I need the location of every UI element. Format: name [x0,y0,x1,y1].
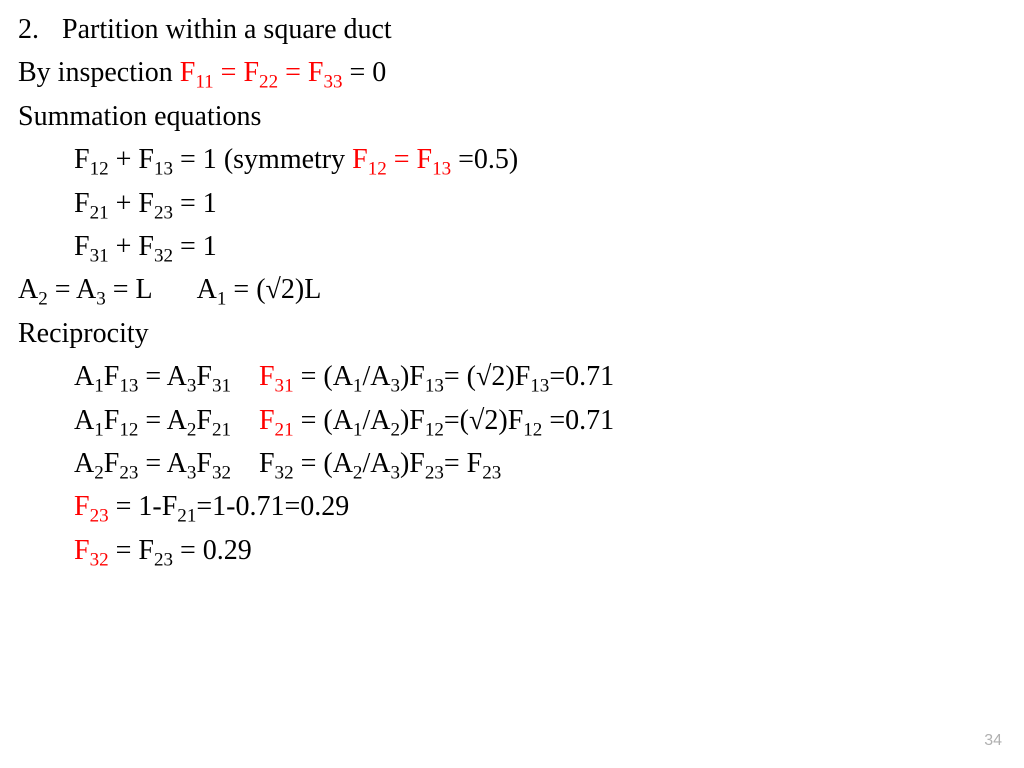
inspection-line: By inspection F11 = F22 = F33 = 0 [18,51,1006,94]
slide-content: 2.Partition within a square duct By insp… [0,0,1024,572]
f32-red: F32 [74,535,109,566]
areas-line: A2 = A3 = LA1 = (√2)L [18,268,1006,311]
page-number: 34 [984,729,1002,754]
inspection-suffix: = 0 [342,57,386,88]
recip-3: A2F23 = A3F32F32 = (A2/A3)F23= F23 [18,442,1006,485]
f11: F11 = F22 = F33 [180,57,343,88]
title-number: 2. [18,8,62,51]
f31-red: F31 [259,361,294,392]
title-text: Partition within a square duct [62,14,392,45]
f23-red: F23 [74,491,109,522]
sum-eq-1: F12 + F13 = 1 (symmetry F12 = F13 =0.5) [18,138,1006,181]
recip-4: F23 = 1-F21=1-0.71=0.29 [18,485,1006,528]
sum-eq-2: F21 + F23 = 1 [18,182,1006,225]
recip-1: A1F13 = A3F31F31 = (A1/A3)F13= (√2)F13=0… [18,355,1006,398]
reciprocity-label: Reciprocity [18,312,1006,355]
sum-eq-3: F31 + F32 = 1 [18,225,1006,268]
recip-2: A1F12 = A2F21F21 = (A1/A2)F12=(√2)F12 =0… [18,399,1006,442]
summation-label: Summation equations [18,95,1006,138]
recip-5: F32 = F23 = 0.29 [18,529,1006,572]
inspection-prefix: By inspection [18,57,180,88]
title-line: 2.Partition within a square duct [18,8,1006,51]
f21-red: F21 [259,405,294,436]
f32-black: F32 [259,448,294,479]
sym-f12: F12 = F13 [352,144,451,175]
